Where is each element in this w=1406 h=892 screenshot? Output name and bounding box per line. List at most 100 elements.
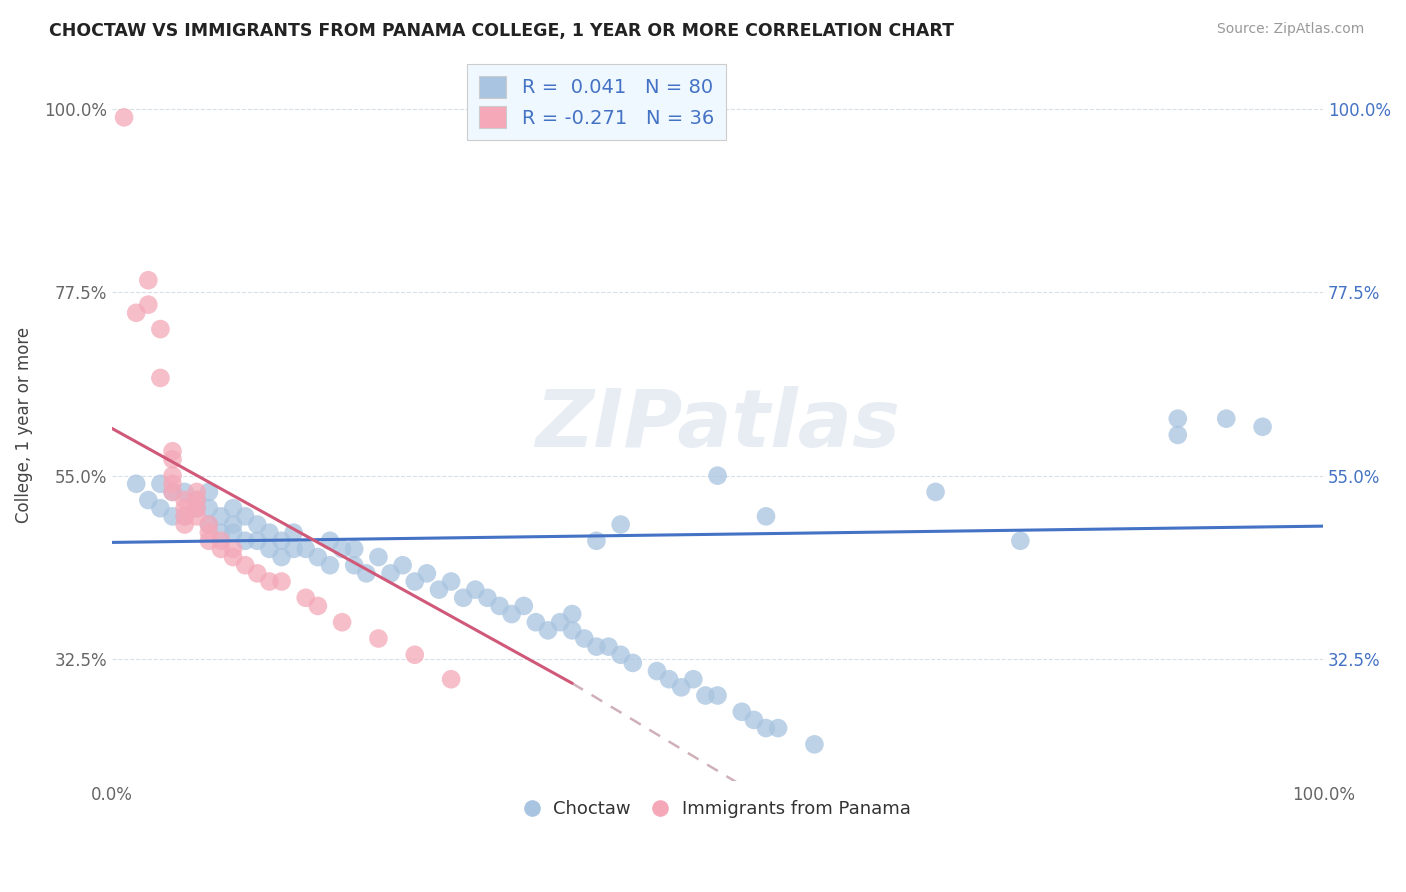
Point xyxy=(367,550,389,565)
Point xyxy=(222,525,245,540)
Point xyxy=(162,484,184,499)
Point xyxy=(404,648,426,662)
Point xyxy=(513,599,536,613)
Point xyxy=(173,493,195,508)
Point xyxy=(283,541,305,556)
Point xyxy=(330,541,353,556)
Point xyxy=(246,517,269,532)
Point xyxy=(173,517,195,532)
Point xyxy=(561,607,583,621)
Point xyxy=(173,501,195,516)
Point xyxy=(173,484,195,499)
Point xyxy=(186,493,208,508)
Point xyxy=(222,517,245,532)
Point xyxy=(307,550,329,565)
Point xyxy=(731,705,754,719)
Point xyxy=(125,306,148,320)
Point xyxy=(609,648,631,662)
Point xyxy=(149,501,172,516)
Point xyxy=(233,509,256,524)
Point xyxy=(149,371,172,385)
Point xyxy=(1215,411,1237,425)
Point xyxy=(524,615,547,630)
Point xyxy=(125,476,148,491)
Point xyxy=(330,615,353,630)
Point xyxy=(198,517,221,532)
Point xyxy=(294,541,316,556)
Point xyxy=(233,533,256,548)
Point xyxy=(1167,428,1189,442)
Point xyxy=(924,484,946,499)
Point xyxy=(645,664,668,678)
Point xyxy=(209,525,232,540)
Point xyxy=(440,574,463,589)
Point xyxy=(755,509,778,524)
Point xyxy=(488,599,510,613)
Point xyxy=(706,468,728,483)
Point xyxy=(209,509,232,524)
Point xyxy=(162,452,184,467)
Point xyxy=(233,558,256,573)
Point xyxy=(574,632,596,646)
Point xyxy=(548,615,571,630)
Point xyxy=(270,550,292,565)
Legend: Choctaw, Immigrants from Panama: Choctaw, Immigrants from Panama xyxy=(517,793,918,825)
Point xyxy=(198,525,221,540)
Point xyxy=(186,501,208,516)
Point xyxy=(136,493,159,508)
Point xyxy=(537,624,560,638)
Point xyxy=(259,525,281,540)
Point xyxy=(621,656,644,670)
Point xyxy=(451,591,474,605)
Point xyxy=(598,640,620,654)
Point xyxy=(585,640,607,654)
Point xyxy=(162,509,184,524)
Point xyxy=(246,533,269,548)
Point xyxy=(585,533,607,548)
Point xyxy=(427,582,450,597)
Point xyxy=(1010,533,1032,548)
Point xyxy=(222,501,245,516)
Point xyxy=(209,533,232,548)
Point xyxy=(162,444,184,458)
Point xyxy=(149,322,172,336)
Point xyxy=(149,476,172,491)
Point xyxy=(671,681,693,695)
Point xyxy=(319,558,342,573)
Point xyxy=(416,566,439,581)
Point xyxy=(136,273,159,287)
Point xyxy=(270,533,292,548)
Point xyxy=(186,493,208,508)
Point xyxy=(609,517,631,532)
Point xyxy=(755,721,778,735)
Point xyxy=(307,599,329,613)
Point xyxy=(561,624,583,638)
Point xyxy=(766,721,789,735)
Point xyxy=(1251,419,1274,434)
Text: Source: ZipAtlas.com: Source: ZipAtlas.com xyxy=(1216,22,1364,37)
Y-axis label: College, 1 year or more: College, 1 year or more xyxy=(15,326,32,523)
Point xyxy=(682,672,704,686)
Point xyxy=(112,111,135,125)
Point xyxy=(162,484,184,499)
Point xyxy=(803,737,825,751)
Point xyxy=(706,689,728,703)
Point xyxy=(186,509,208,524)
Point xyxy=(319,533,342,548)
Point xyxy=(380,566,402,581)
Point xyxy=(198,517,221,532)
Point xyxy=(259,574,281,589)
Point xyxy=(283,525,305,540)
Point xyxy=(658,672,681,686)
Point xyxy=(343,558,366,573)
Point xyxy=(1167,411,1189,425)
Point xyxy=(198,533,221,548)
Point xyxy=(259,541,281,556)
Point xyxy=(173,509,195,524)
Point xyxy=(186,484,208,499)
Point xyxy=(186,501,208,516)
Point xyxy=(222,550,245,565)
Point xyxy=(198,501,221,516)
Point xyxy=(356,566,378,581)
Point xyxy=(440,672,463,686)
